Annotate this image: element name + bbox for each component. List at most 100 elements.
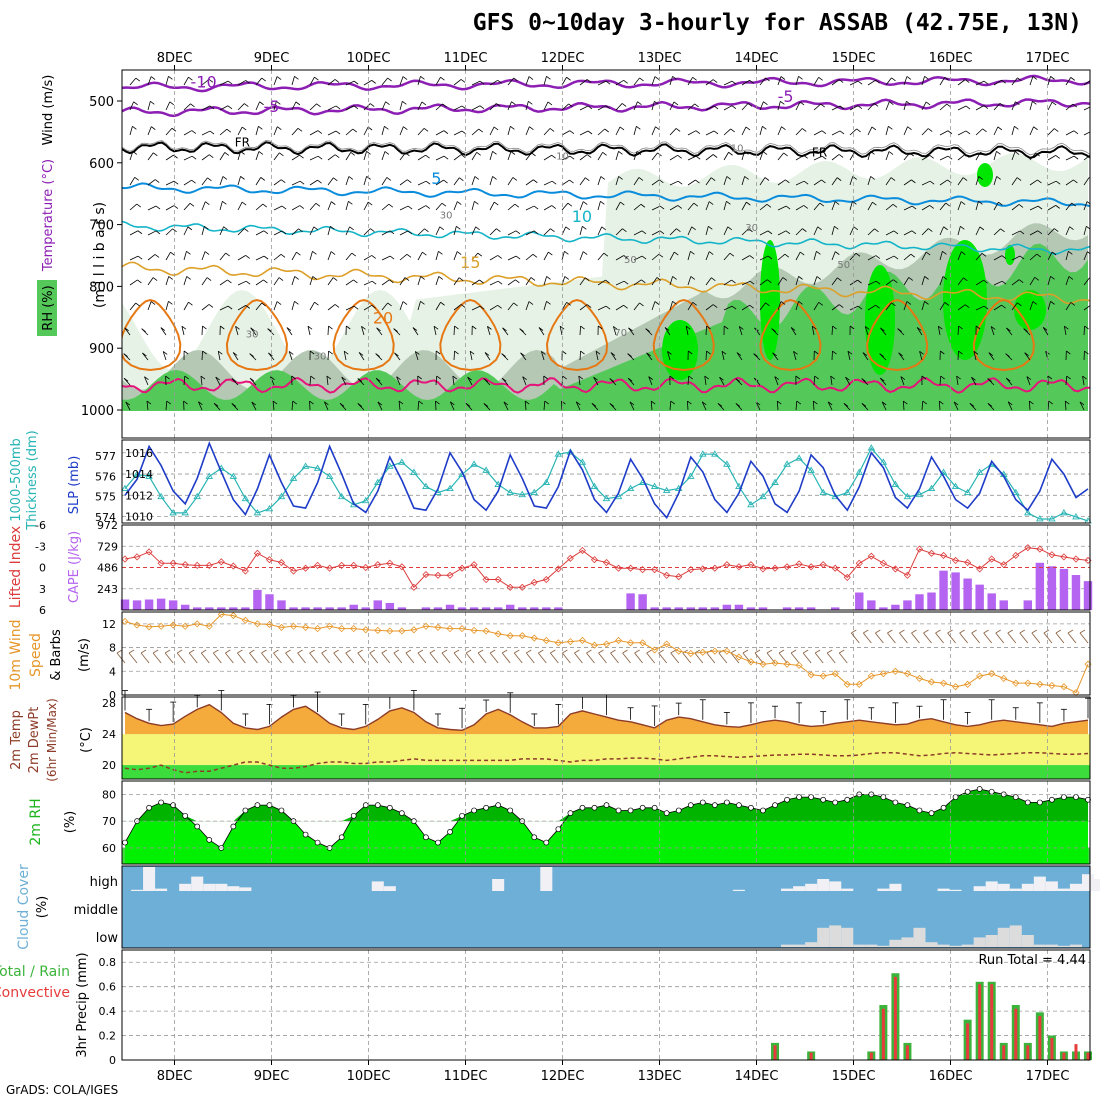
wind-barb-flag [458, 277, 464, 281]
cloud-high-bar [203, 883, 216, 891]
wind-barb [543, 400, 546, 411]
wind-barb-flag [258, 125, 263, 130]
wind-barb [633, 126, 637, 136]
temp-contour-freezing [122, 141, 1090, 159]
cape-bar [638, 594, 647, 610]
wind-barb-flag [603, 252, 609, 257]
cape-bar [277, 600, 286, 610]
wind-barb-flag [407, 230, 413, 235]
wind-barb-flag [909, 152, 914, 157]
date-label-bottom: 9DEC [254, 1069, 290, 1084]
wind-barb-flag [231, 378, 237, 382]
wind-barb [777, 230, 787, 236]
rh2m-point [350, 812, 357, 819]
lifted-index-point [759, 565, 767, 573]
rh2m-point [892, 799, 899, 806]
wind-barb [705, 350, 707, 361]
cloud-high-bar [1009, 888, 1022, 891]
wind10m-barb-flag [923, 629, 929, 634]
wind-barb [129, 151, 134, 161]
wind-barb-flag [1051, 251, 1057, 256]
wind-barb [219, 128, 228, 136]
lifted-index-tick-label: 3 [39, 583, 46, 596]
wind-barb-flag [674, 251, 679, 256]
wind-barb [1011, 204, 1020, 211]
wind-barb [831, 201, 836, 211]
wind-barb-flag [235, 326, 240, 330]
wind-barb [363, 151, 367, 161]
cape-bar [686, 607, 695, 610]
cape-bar [253, 589, 262, 610]
wind-barb-flag [875, 79, 880, 84]
precip-convective-bar [905, 1045, 909, 1060]
wind-barb [813, 103, 821, 111]
wind-barb [129, 177, 136, 186]
wind-barb-flag [479, 279, 484, 284]
temp-contour-20-loop [545, 298, 609, 372]
wind-barb [651, 205, 661, 211]
wind-barb-flag [636, 151, 642, 155]
wind-barb-flag [132, 151, 138, 155]
wind10m-barb-flag [766, 649, 773, 654]
wind-barb [1065, 375, 1068, 386]
cloud-cover-bg [122, 866, 1090, 948]
wind-barb [376, 327, 383, 336]
wind-barb-flag [907, 126, 912, 131]
wind-barb-flag [1029, 400, 1034, 405]
wind-barb [309, 155, 319, 161]
wind-barb [399, 152, 406, 161]
wind-barb [597, 252, 605, 261]
wind-barb [795, 101, 801, 111]
rh2m-point [531, 834, 538, 841]
wind-barb [741, 255, 751, 261]
wind10m-speed-point [843, 680, 851, 688]
wind-barb-flag [672, 76, 677, 80]
wind-barb-flag [330, 225, 335, 230]
cape-bar [144, 599, 154, 610]
wind10m-speed-point [482, 627, 490, 635]
wind-barb-flag [1019, 255, 1025, 260]
wind-barb [453, 325, 455, 336]
cloud-level-label: high [90, 875, 118, 890]
wind-barb [795, 251, 801, 261]
wind-barb-flag [813, 400, 818, 405]
cloud-cover-axis-label: Cloud Cover [16, 864, 32, 950]
wind-barb-flag [821, 130, 827, 135]
wind-barb [417, 101, 423, 111]
wind-barb-flag [241, 126, 247, 131]
wind-barb [687, 130, 697, 136]
wind-barb [165, 76, 169, 86]
wind-barb-flag [765, 77, 770, 82]
wind-barb [453, 251, 458, 261]
thickness-point [542, 478, 551, 485]
lifted-index-point [554, 565, 562, 573]
wind-barb [669, 128, 677, 136]
wind-barb-flag [420, 301, 425, 305]
lifted-index-point [398, 563, 406, 571]
wind-barb [144, 376, 149, 386]
wind-barb [129, 203, 138, 211]
lifted-index-point [723, 561, 731, 569]
wind-barb [452, 376, 455, 386]
wind-barb-flag [721, 350, 727, 355]
wind10m-barb [670, 652, 680, 664]
cloud-high-bar [191, 876, 204, 891]
wind-barb-flag [874, 228, 879, 233]
wind-barb [471, 152, 478, 161]
wind-barb-flag [710, 177, 716, 181]
rh2m-point [1012, 794, 1019, 800]
wind-barb [129, 126, 133, 136]
wind10m-barb [1043, 632, 1053, 644]
cape-bar [975, 584, 984, 610]
wind-barb-flag [513, 77, 518, 82]
wind-barb [686, 400, 689, 411]
wind-barb-flag [891, 77, 896, 82]
rh2m-point [278, 807, 285, 814]
cloud-low-bar [925, 942, 938, 947]
wind-barb-flag [816, 276, 822, 280]
wind-barb-flag [843, 403, 849, 407]
wind-barb [759, 151, 764, 161]
wind-barb [363, 304, 372, 311]
wind10m-barb-flag [405, 649, 412, 654]
thickness-point [554, 450, 563, 457]
